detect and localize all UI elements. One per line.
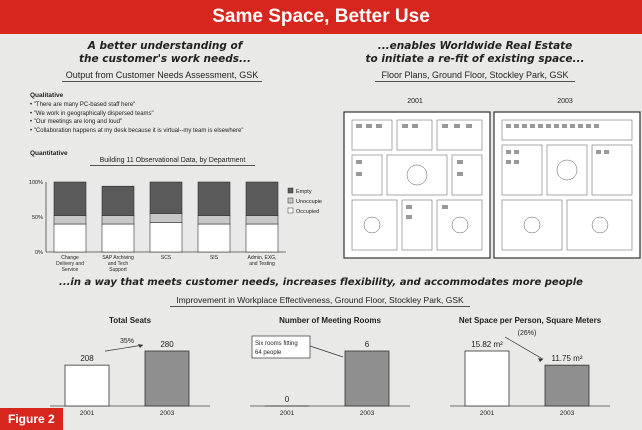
category-label: and Testing: [249, 261, 275, 267]
bar-segment-unoccupied: [245, 215, 279, 225]
qualitative-item: "We work in geographically dispersed tea…: [30, 110, 243, 119]
y-tick-label: 100%: [29, 180, 43, 186]
legend-label: Unoccupied: [296, 199, 322, 205]
bar-segment-unoccupied: [53, 215, 87, 225]
qualitative-label: Qualitative: [30, 92, 64, 99]
bar-chart-title: Building 11 Observational Data, by Depar…: [90, 157, 255, 166]
legend-swatch: [287, 207, 294, 214]
left-subtitle: Output from Customer Needs Assessment, G…: [62, 70, 262, 82]
x-tick-label: 2001: [80, 410, 95, 417]
bar-2001: [64, 364, 110, 407]
bar-value-label: 6: [365, 340, 370, 349]
left-heading: A better understanding of the customer's…: [60, 40, 270, 66]
legend-swatch: [287, 187, 294, 194]
bar-2003: [544, 364, 590, 407]
callout-line-2: 64 people: [255, 350, 282, 356]
change-arrow: [504, 336, 544, 360]
y-tick-label: 0%: [35, 250, 43, 256]
right-heading: ...enables Worldwide Real Estate to init…: [360, 40, 590, 66]
right-subtitle: Floor Plans, Ground Floor, Stockley Park…: [375, 70, 575, 82]
figure-tag: Figure 2: [0, 408, 63, 430]
category-label: SIS: [210, 255, 219, 261]
change-arrowhead: [538, 358, 543, 363]
legend-swatch: [287, 197, 294, 204]
bar-segment-occupied: [149, 222, 183, 253]
bar-segment-occupied: [197, 223, 231, 253]
category-label: Support: [109, 267, 127, 272]
category-label: Delivery and: [56, 261, 84, 267]
x-tick-label: 2003: [160, 410, 175, 417]
change-arrow: [104, 344, 144, 352]
category-label: SAP Archiving: [102, 255, 134, 261]
bar-segment-empty: [245, 181, 279, 216]
chart-title: Total Seats: [109, 316, 152, 325]
bar-segment-empty: [197, 181, 231, 216]
change-label: 35%: [120, 338, 134, 345]
x-tick-label: 2001: [480, 410, 495, 417]
qualitative-item: "There are many PC-based staff here": [30, 101, 243, 110]
bar-segment-occupied: [245, 223, 279, 253]
x-tick-label: 2003: [360, 410, 375, 417]
bar-segment-unoccupied: [101, 215, 135, 225]
bar-segment-empty: [101, 185, 135, 216]
chart-title: Net Space per Person, Square Meters: [459, 316, 602, 325]
quantitative-label: Quantitative: [30, 150, 68, 157]
qualitative-item: "Our meetings are long and loud": [30, 118, 243, 127]
category-label: Service: [62, 267, 79, 272]
middle-heading: ...in a way that meets customer needs, i…: [59, 277, 583, 288]
floor-plan-2003: [493, 111, 641, 259]
right-heading-line-2: to initiate a re-fit of existing space..…: [365, 53, 585, 65]
bar-value-label: 11.75 m²: [552, 354, 583, 363]
category-label: Admin, EXG,: [248, 255, 277, 261]
legend-label: Occupied: [296, 209, 319, 215]
bar-value-label: 208: [80, 354, 94, 363]
left-heading-line-2: the customer's work needs...: [79, 53, 251, 65]
bar-segment-empty: [149, 181, 183, 214]
callout-pointer: [309, 345, 344, 358]
bar-segment-unoccupied: [149, 213, 183, 223]
legend-label: Empty: [296, 189, 312, 195]
qualitative-item: "Collaboration happens at my desk becaus…: [30, 127, 244, 136]
bar-value-label: 15.82 m²: [471, 340, 503, 349]
right-heading-line-1: ...enables Worldwide Real Estate: [377, 40, 573, 52]
bar-2001: [464, 350, 510, 407]
change-label: (26%): [518, 330, 537, 337]
middle-subtitle: Improvement in Workplace Effectiveness, …: [170, 295, 470, 307]
left-heading-line-1: A better understanding of: [87, 40, 243, 52]
banner-title: Same Space, Better Use: [0, 0, 642, 34]
total-seats-chart: Total Seats 208 2001 280 2003 35%: [50, 316, 210, 417]
chart-title: Number of Meeting Rooms: [279, 316, 381, 325]
net-space-chart: Net Space per Person, Square Meters 15.82…: [450, 316, 610, 417]
bar-segment-occupied: [101, 223, 135, 253]
bar-segment-occupied: [53, 223, 87, 253]
qualitative-list: "There are many PC-based staff here" "We…: [30, 101, 244, 136]
meeting-rooms-chart: Number of Meeting Rooms 0 2001 6 2003 Six roo…: [250, 316, 410, 417]
callout-line-1: Six rooms fitting: [255, 341, 298, 347]
change-arrowhead: [138, 344, 143, 348]
floor-plan-2001: [343, 111, 491, 259]
bar-value-label: 280: [160, 340, 174, 349]
x-tick-label: 2001: [280, 410, 295, 417]
bar-segment-unoccupied: [197, 215, 231, 225]
bar-2003: [144, 350, 190, 407]
bar-value-label: 0: [285, 395, 290, 404]
category-label: Change: [61, 255, 79, 261]
category-label: and Tech: [108, 261, 128, 267]
callout-box: [251, 335, 311, 359]
plan-year-2001: 2001: [407, 98, 423, 105]
x-tick-label: 2003: [560, 410, 575, 417]
bar-2003: [344, 350, 390, 407]
y-tick-label: 50%: [32, 215, 43, 221]
category-label: SCS: [161, 255, 172, 261]
bar-segment-empty: [53, 181, 87, 216]
plan-year-2003: 2003: [557, 98, 573, 105]
